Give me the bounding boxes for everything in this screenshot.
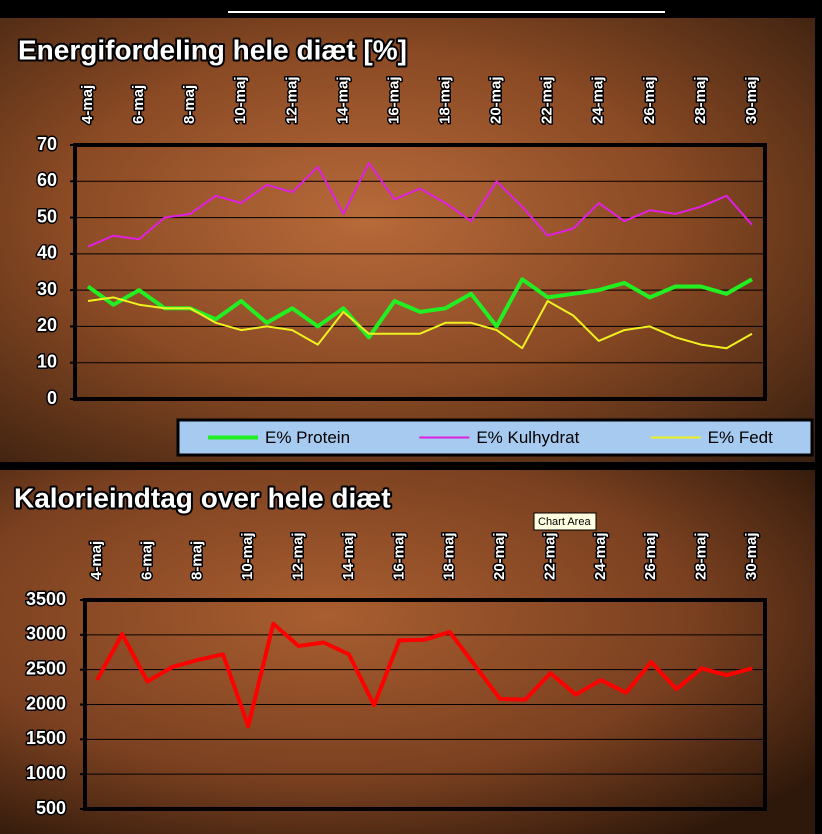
chart-background [0,470,815,834]
chart-title: Energifordeling hele diæt [%] [18,34,407,65]
legend-label: E% Protein [265,428,350,447]
x-tick-label: 24-maj [590,76,607,124]
x-tick-label: 14-maj [340,532,357,580]
x-tick-label: 22-maj [539,76,556,124]
x-tick-label: 6-maj [130,85,147,124]
data-line [87,296,753,350]
x-tick-label: 26-maj [641,76,658,124]
x-tick-label: 4-maj [79,85,96,124]
data-line [95,621,753,729]
legend-label: E% Fedt [708,428,773,447]
y-tick-label: 70 [37,134,57,154]
x-tick-label: 12-maj [283,76,300,124]
y-tick-label: 20 [37,315,57,335]
x-tick-label: 26-maj [642,532,659,580]
x-tick-label: 10-maj [239,532,256,580]
x-tick-label: 18-maj [441,532,458,580]
y-tick-label: 1000 [26,763,66,783]
legend-box [176,418,814,457]
y-tick-label: 10 [37,351,57,371]
y-tick-label: 2500 [26,658,66,678]
x-tick-label: 30-maj [743,532,760,580]
x-tick-label: 14-maj [334,76,351,124]
y-tick-label: 2000 [26,693,66,713]
y-tick-label: 0 [47,388,57,408]
x-tick-label: 28-maj [692,76,709,124]
tooltip-text: Chart Area [538,516,591,528]
y-tick-label: 1500 [26,728,66,748]
x-tick-label: 16-maj [390,532,407,580]
data-line [87,162,753,248]
x-tick-label: 10-maj [232,76,249,124]
x-tick-label: 12-maj [290,532,307,580]
chart-title: Kalorieindtag over hele diæt [14,482,391,513]
data-line [86,277,753,340]
x-tick-label: 30-maj [743,76,760,124]
chart-background [0,18,815,462]
y-tick-label: 50 [37,206,57,226]
x-tick-label: 4-maj [88,541,105,580]
y-tick-label: 30 [37,279,57,299]
x-tick-label: 24-maj [592,532,609,580]
x-tick-label: 6-maj [138,541,155,580]
x-tick-label: 8-maj [181,85,198,124]
x-tick-label: 28-maj [693,532,710,580]
x-tick-label: 8-maj [189,541,206,580]
y-tick-label: 3000 [26,624,66,644]
tooltip: Chart Area [533,512,597,531]
y-tick-label: 3500 [26,589,66,609]
y-tick-label: 40 [37,243,57,263]
y-tick-label: 60 [37,170,57,190]
legend-label: E% Kulhydrat [476,428,579,447]
x-tick-label: 18-maj [437,76,454,124]
y-tick-label: 500 [36,798,66,818]
x-tick-label: 20-maj [491,532,508,580]
x-tick-label: 22-maj [541,532,558,580]
tooltip-box [533,512,597,531]
x-tick-label: 20-maj [488,76,505,124]
x-tick-label: 16-maj [385,76,402,124]
